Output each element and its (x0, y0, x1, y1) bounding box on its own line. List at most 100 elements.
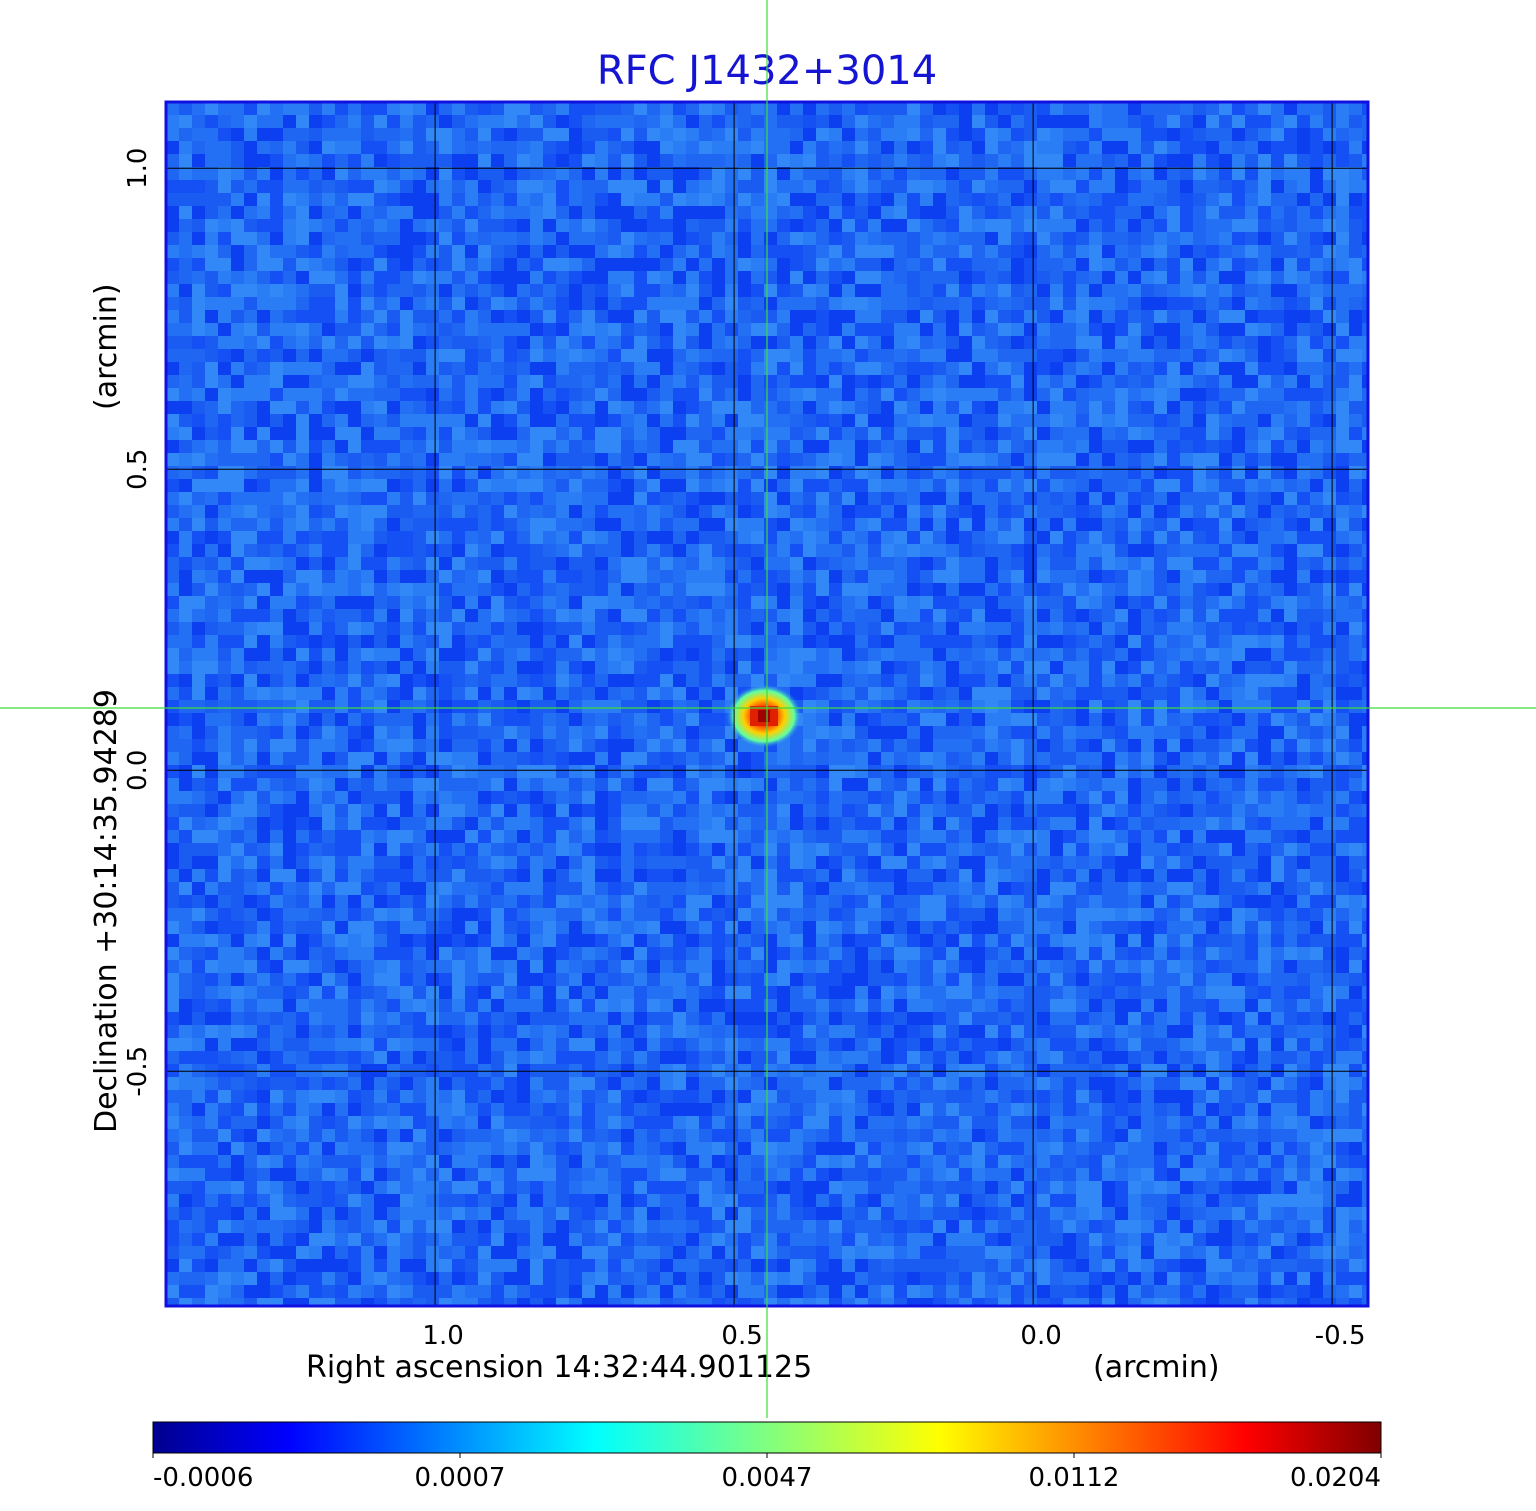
heatmap-cell (1024, 258, 1037, 271)
heatmap-cell (946, 180, 959, 193)
heatmap-cell (1336, 310, 1349, 323)
heatmap-cell (309, 557, 322, 570)
heatmap-cell (972, 726, 985, 739)
heatmap-cell (439, 427, 452, 440)
heatmap-cell (712, 219, 725, 232)
heatmap-cell (400, 687, 413, 700)
heatmap-cell (569, 479, 582, 492)
heatmap-cell (374, 674, 387, 687)
heatmap-cell (1141, 544, 1154, 557)
heatmap-cell (1206, 687, 1219, 700)
heatmap-cell (192, 440, 205, 453)
heatmap-cell (1128, 492, 1141, 505)
heatmap-cell (1167, 336, 1180, 349)
heatmap-cell (192, 115, 205, 128)
heatmap-cell (660, 193, 673, 206)
heatmap-cell (1154, 635, 1167, 648)
heatmap-cell (673, 648, 686, 661)
heatmap-cell (1258, 349, 1271, 362)
heatmap-cell (855, 141, 868, 154)
heatmap-cell (413, 245, 426, 258)
heatmap-cell (231, 479, 244, 492)
heatmap-cell (608, 609, 621, 622)
heatmap-cell (881, 102, 894, 115)
heatmap-cell (1024, 635, 1037, 648)
heatmap-cell (881, 115, 894, 128)
heatmap-cell (816, 258, 829, 271)
heatmap-cell (1323, 440, 1336, 453)
heatmap-cell (192, 674, 205, 687)
heatmap-cell (556, 765, 569, 778)
heatmap-cell (569, 128, 582, 141)
heatmap-cell (166, 414, 179, 427)
heatmap-cell (1102, 102, 1115, 115)
heatmap-cell (660, 206, 673, 219)
heatmap-cell (426, 245, 439, 258)
heatmap-cell (777, 362, 790, 375)
heatmap-cell (1336, 466, 1349, 479)
heatmap-cell (868, 336, 881, 349)
heatmap-cell (166, 531, 179, 544)
heatmap-cell (322, 687, 335, 700)
heatmap-cell (621, 141, 634, 154)
heatmap-cell (998, 752, 1011, 765)
heatmap-cell (1258, 128, 1271, 141)
heatmap-cell (270, 687, 283, 700)
heatmap-cell (790, 336, 803, 349)
heatmap-cell (1011, 193, 1024, 206)
heatmap-cell (1050, 128, 1063, 141)
heatmap-cell (244, 271, 257, 284)
heatmap-cell (257, 492, 270, 505)
heatmap-cell (374, 271, 387, 284)
heatmap-cell (530, 531, 543, 544)
heatmap-cell (1063, 635, 1076, 648)
heatmap-cell (790, 375, 803, 388)
heatmap-cell (387, 505, 400, 518)
heatmap-cell (1180, 466, 1193, 479)
heatmap-cell (894, 271, 907, 284)
heatmap-cell (699, 154, 712, 167)
heatmap-cell (1349, 323, 1362, 336)
heatmap-cell (855, 700, 868, 713)
heatmap-cell (712, 505, 725, 518)
heatmap-cell (855, 726, 868, 739)
heatmap-cell (1180, 583, 1193, 596)
heatmap-cell (959, 219, 972, 232)
heatmap-cell (686, 765, 699, 778)
heatmap-cell (205, 440, 218, 453)
heatmap-cell (218, 505, 231, 518)
heatmap-cell (1362, 778, 1368, 791)
heatmap-cell (1037, 427, 1050, 440)
heatmap-cell (777, 544, 790, 557)
heatmap-cell (1102, 505, 1115, 518)
heatmap-cell (309, 505, 322, 518)
heatmap-cell (543, 648, 556, 661)
heatmap-cell (1232, 700, 1245, 713)
heatmap-cell (868, 505, 881, 518)
heatmap-cell (465, 674, 478, 687)
heatmap-cell (1076, 453, 1089, 466)
heatmap-cell (1063, 167, 1076, 180)
heatmap-cell (907, 778, 920, 791)
heatmap-cell (803, 687, 816, 700)
heatmap-cell (842, 700, 855, 713)
heatmap-cell (1037, 492, 1050, 505)
heatmap-cell (816, 388, 829, 401)
heatmap-cell (478, 687, 491, 700)
heatmap-cell (309, 271, 322, 284)
heatmap-cell (1232, 531, 1245, 544)
heatmap-cell (1102, 765, 1115, 778)
heatmap-cell (1245, 375, 1258, 388)
heatmap-cell (1219, 427, 1232, 440)
heatmap-cell (803, 167, 816, 180)
heatmap-cell (1180, 518, 1193, 531)
heatmap-cell (1011, 791, 1024, 804)
heatmap-cell (413, 765, 426, 778)
heatmap-cell (1193, 713, 1206, 726)
heatmap-cell (361, 154, 374, 167)
heatmap-cell (1180, 596, 1193, 609)
heatmap-cell (738, 622, 751, 635)
heatmap-cell (1102, 284, 1115, 297)
heatmap-cell (1193, 778, 1206, 791)
heatmap-cell (1024, 453, 1037, 466)
